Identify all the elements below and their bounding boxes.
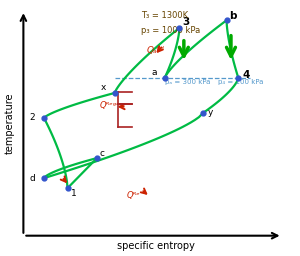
Text: a: a bbox=[152, 68, 158, 77]
Text: x: x bbox=[100, 83, 106, 92]
Text: p₄ = 100 kPa: p₄ = 100 kPa bbox=[218, 79, 263, 85]
Text: d: d bbox=[29, 174, 35, 183]
Text: Qᴿᵉᵍᵉⁿ: Qᴿᵉᵍᵉⁿ bbox=[100, 101, 124, 110]
Text: temperature: temperature bbox=[5, 92, 15, 154]
Text: Qᴿᵉ: Qᴿᵉ bbox=[126, 191, 140, 200]
Text: p₃ = 1000 kPa: p₃ = 1000 kPa bbox=[141, 26, 200, 35]
Text: 4: 4 bbox=[243, 70, 250, 80]
Text: 3: 3 bbox=[182, 17, 190, 27]
Text: pₐ = 300 kPa: pₐ = 300 kPa bbox=[165, 79, 210, 85]
Text: Qₐᵈᵈ: Qₐᵈᵈ bbox=[147, 46, 165, 55]
Text: b: b bbox=[230, 11, 237, 21]
Text: c: c bbox=[100, 148, 105, 157]
Text: specific entropy: specific entropy bbox=[117, 241, 195, 251]
Text: T₃ = 1300K: T₃ = 1300K bbox=[141, 11, 188, 20]
Text: 1: 1 bbox=[70, 189, 76, 198]
Text: 2: 2 bbox=[29, 113, 35, 122]
Text: y: y bbox=[207, 109, 213, 118]
